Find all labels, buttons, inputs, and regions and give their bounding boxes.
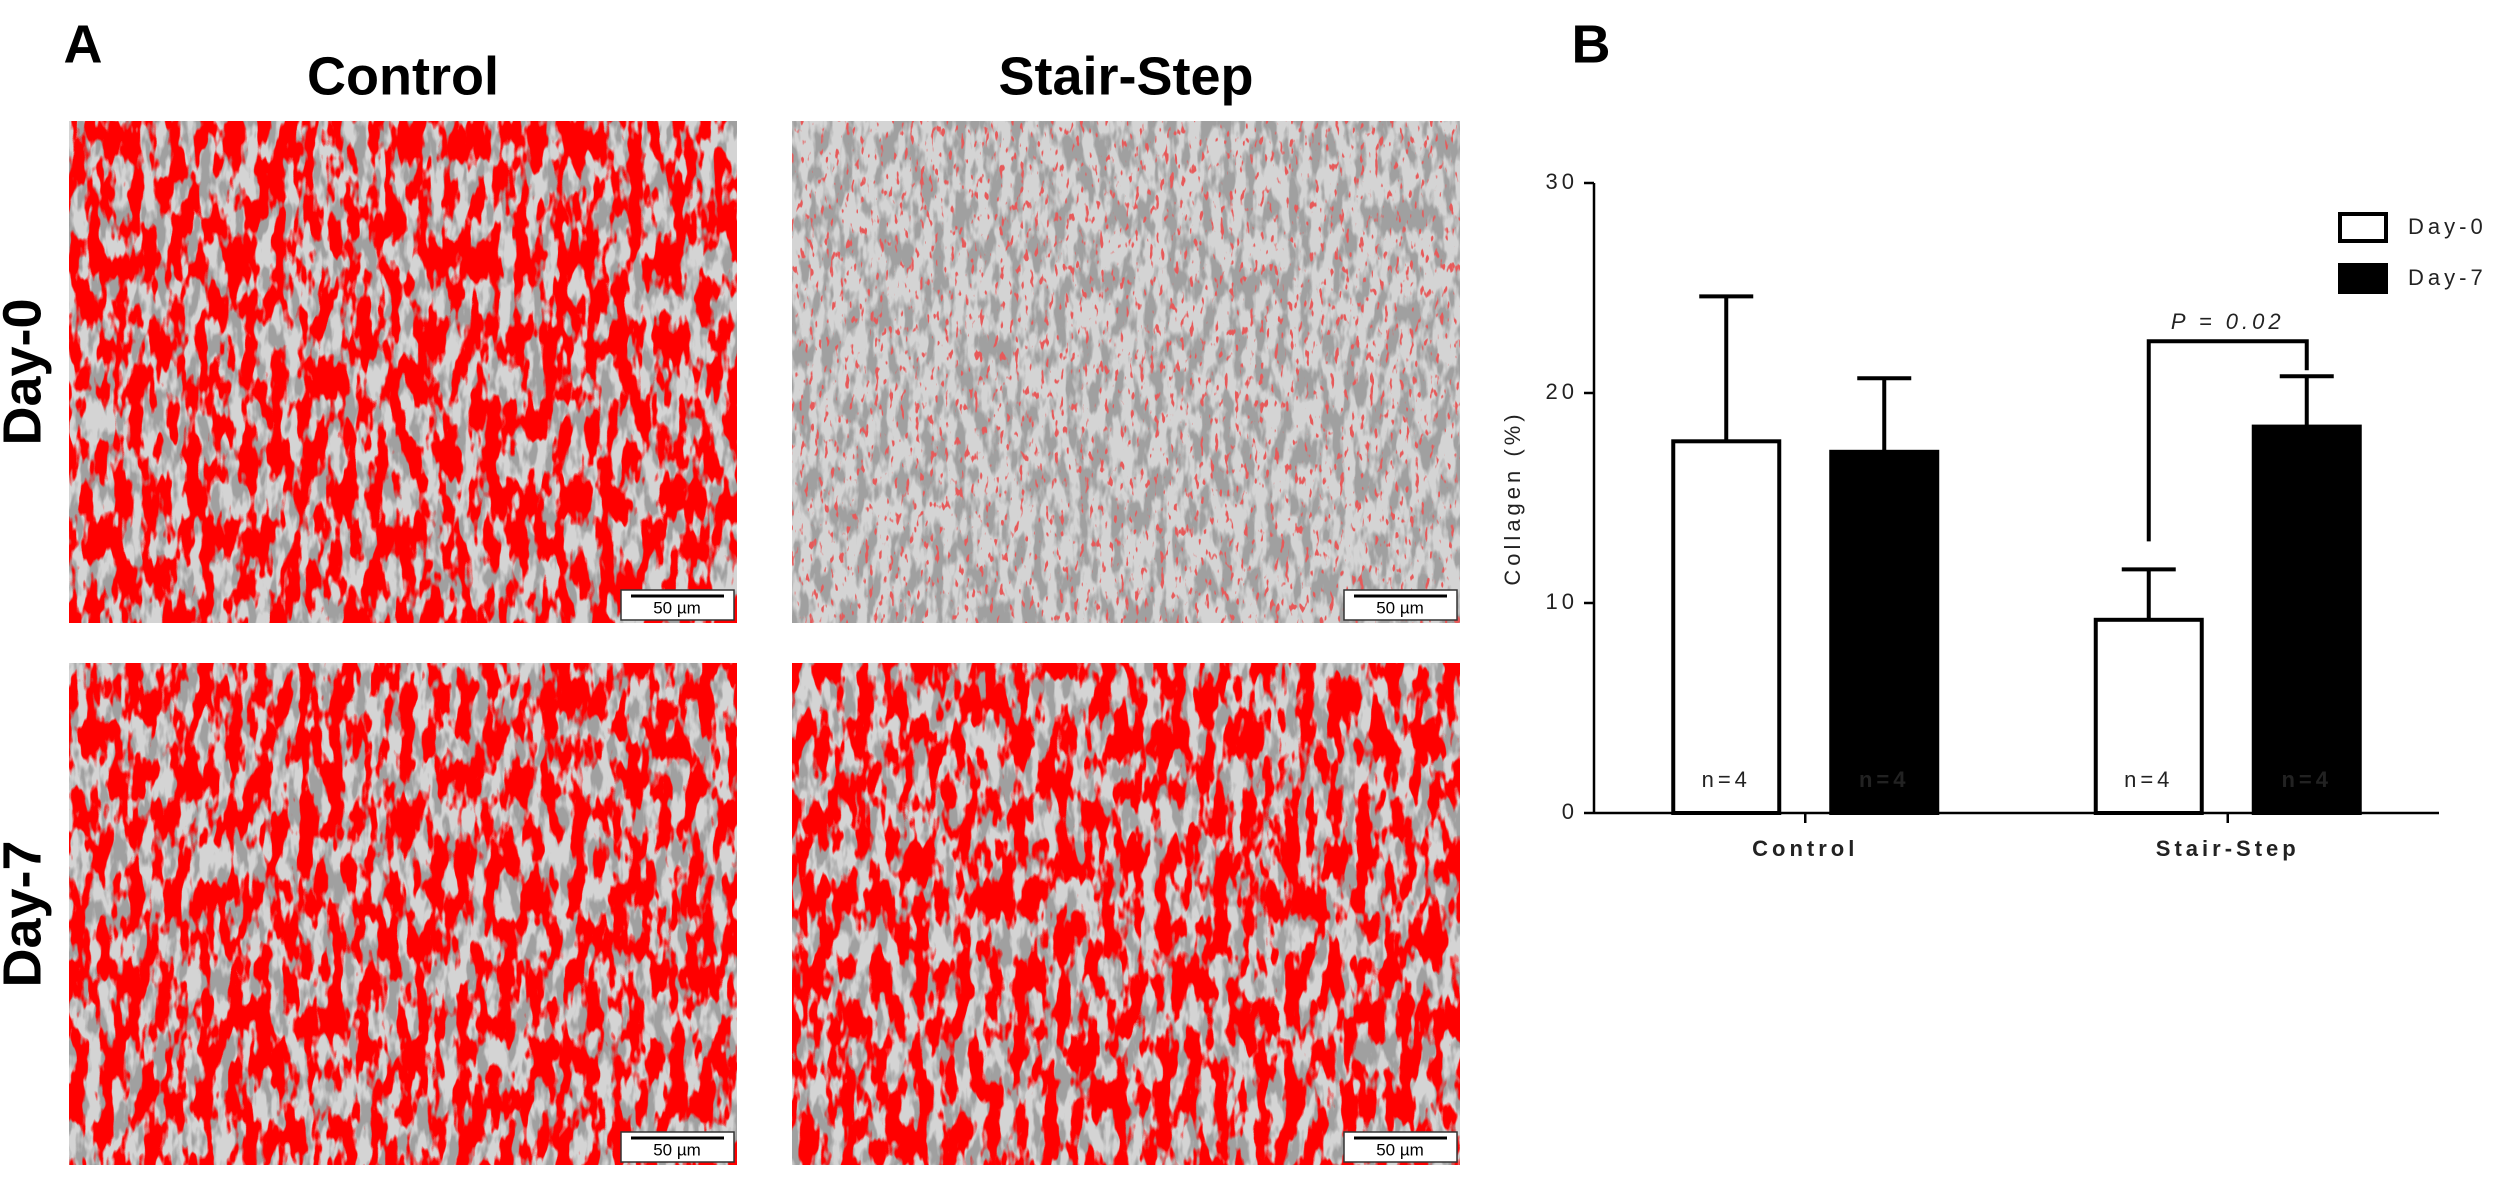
scale-bar-label: 50 µm	[1376, 1140, 1424, 1159]
n-label: n=4	[2281, 767, 2332, 792]
scale-bar-label: 50 µm	[1376, 598, 1424, 617]
y-tick-label: 30	[1546, 169, 1578, 194]
collagen-stain	[792, 663, 1460, 1165]
legend-swatch	[2338, 263, 2388, 294]
row-title: Day-7	[0, 840, 52, 987]
y-tick-label: 0	[1562, 799, 1578, 824]
n-label: n=4	[1859, 767, 1910, 792]
significance-label: P = 0.02	[2171, 309, 2285, 334]
scale-bar-label: 50 µm	[653, 598, 701, 617]
legend-label: Day-7	[2408, 265, 2487, 290]
bar	[2251, 424, 2362, 815]
x-tick-label: Control	[1752, 836, 1858, 861]
x-tick-label: Stair-Step	[2156, 836, 2300, 861]
collagen-stain	[792, 121, 1460, 623]
panel-label: B	[1572, 14, 1611, 74]
y-tick-label: 20	[1546, 379, 1578, 404]
scale-bar-label: 50 µm	[653, 1140, 701, 1159]
legend-swatch	[2338, 212, 2388, 243]
n-label: n=4	[2124, 767, 2173, 792]
bar	[1829, 449, 1940, 815]
y-tick-label: 10	[1546, 589, 1578, 614]
collagen-stain	[69, 663, 737, 1165]
y-axis-label: Collagen (%)	[1500, 410, 1525, 585]
column-title: Control	[307, 46, 499, 106]
bar	[1671, 439, 1782, 815]
bar	[2093, 617, 2204, 815]
row-title: Day-0	[0, 298, 52, 445]
n-label: n=4	[1702, 767, 1751, 792]
column-title: Stair-Step	[998, 46, 1253, 106]
legend-label: Day-0	[2408, 214, 2487, 239]
panel-label: A	[64, 14, 103, 74]
significance-bracket	[2146, 339, 2309, 542]
collagen-stain	[69, 121, 737, 623]
